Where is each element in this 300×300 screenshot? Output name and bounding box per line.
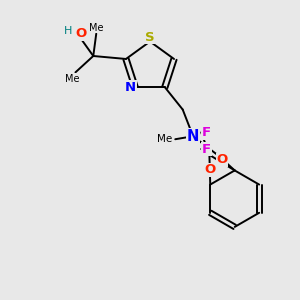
Text: N: N: [125, 81, 136, 94]
Text: Me: Me: [157, 134, 172, 144]
Text: O: O: [204, 164, 216, 176]
Text: F: F: [202, 126, 211, 139]
Text: F: F: [202, 142, 211, 155]
Text: H: H: [64, 26, 72, 36]
Text: S: S: [145, 31, 155, 44]
Text: Me: Me: [65, 74, 80, 84]
Text: Me: Me: [89, 23, 103, 33]
Text: N: N: [187, 129, 199, 144]
Text: O: O: [217, 153, 228, 167]
Text: O: O: [75, 27, 86, 40]
